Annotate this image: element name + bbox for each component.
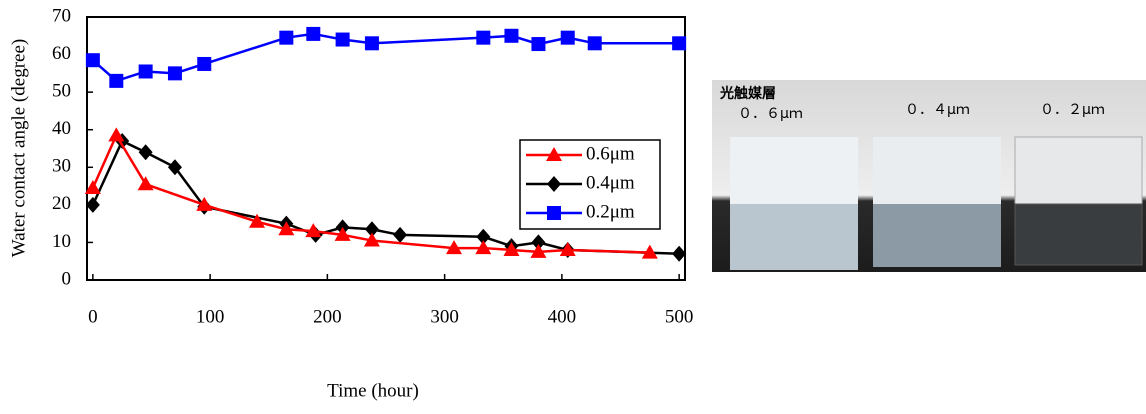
legend-label: 0.4μm xyxy=(586,172,635,193)
marker xyxy=(84,179,101,194)
marker xyxy=(364,221,379,238)
plot-frame xyxy=(86,16,686,281)
marker xyxy=(641,244,658,259)
marker xyxy=(334,226,351,241)
marker xyxy=(85,196,100,213)
y-tick-label: 20 xyxy=(52,193,71,214)
marker xyxy=(109,73,124,88)
x-tick-label: 400 xyxy=(548,306,577,327)
marker xyxy=(278,221,295,236)
x-tick-label: 500 xyxy=(665,306,694,327)
marker xyxy=(476,30,491,45)
marker xyxy=(108,127,125,142)
marker xyxy=(587,36,602,51)
marker xyxy=(138,144,153,161)
x-axis-label: Time (hour) xyxy=(327,380,419,401)
y-tick-label: 30 xyxy=(52,156,71,177)
sample-lower xyxy=(1014,203,1143,266)
marker xyxy=(196,196,213,211)
marker xyxy=(531,234,546,251)
y-axis-label: Water contact angle (degree) xyxy=(8,39,29,257)
x-tick-label: 200 xyxy=(313,306,342,327)
y-tick-label: 40 xyxy=(52,118,71,139)
photo: 光触媒層 ０．６μｍ ０．４μｍ ０．２μｍ xyxy=(712,80,1146,272)
marker xyxy=(167,159,182,176)
x-tick-label: 100 xyxy=(196,306,225,327)
marker xyxy=(85,53,100,68)
marker xyxy=(364,36,379,51)
legend-marker xyxy=(547,176,561,192)
legend-marker xyxy=(547,206,561,220)
marker xyxy=(335,32,350,47)
marker xyxy=(672,245,687,262)
marker xyxy=(559,241,576,256)
marker xyxy=(504,28,519,43)
sample-lower xyxy=(873,204,1001,267)
marker xyxy=(137,176,154,191)
marker xyxy=(138,64,153,79)
sample-lower xyxy=(730,204,858,270)
y-tick-label: 50 xyxy=(52,81,71,102)
marker xyxy=(530,243,547,258)
marker xyxy=(560,30,575,45)
y-tick-label: 0 xyxy=(62,268,72,289)
legend-label: 0.2μm xyxy=(586,201,635,222)
marker xyxy=(167,66,182,81)
marker xyxy=(249,213,266,228)
marker xyxy=(305,223,322,238)
marker xyxy=(393,226,408,243)
marker xyxy=(446,240,463,255)
marker xyxy=(279,30,294,45)
marker xyxy=(531,37,546,52)
photo-label: ０．２μｍ xyxy=(1040,102,1105,118)
legend-label: 0.6μm xyxy=(586,143,635,164)
legend-marker xyxy=(546,147,562,161)
x-tick-label: 300 xyxy=(430,306,459,327)
marker xyxy=(503,241,520,256)
photo-label: ０．６μｍ xyxy=(738,106,803,122)
y-tick-label: 10 xyxy=(52,231,71,252)
y-tick-label: 70 xyxy=(52,5,71,26)
marker xyxy=(475,240,492,255)
marker xyxy=(672,36,687,51)
photo-label: ０．４μｍ xyxy=(905,102,970,118)
photo-title: 光触媒層 xyxy=(719,85,776,102)
marker xyxy=(363,232,380,247)
marker xyxy=(197,56,212,71)
marker xyxy=(476,228,491,245)
x-tick-label: 0 xyxy=(88,306,98,327)
marker xyxy=(306,26,321,41)
y-tick-label: 60 xyxy=(52,43,71,64)
